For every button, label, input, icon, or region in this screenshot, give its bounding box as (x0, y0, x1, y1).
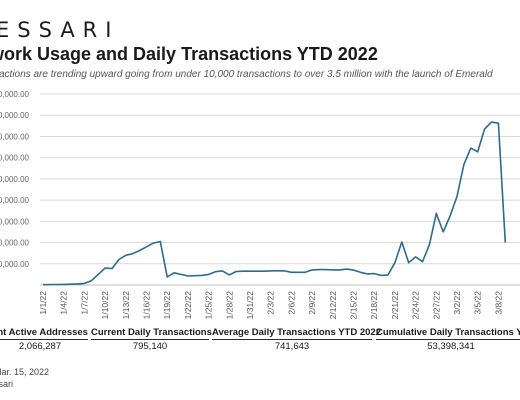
stat-label: Cumulative Daily Transactions YTD (376, 327, 520, 340)
chart-title: work Usage and Daily Transactions YTD 20… (0, 44, 378, 64)
gridlines (40, 93, 520, 265)
y-tick-label: 400,000.00 (0, 260, 30, 269)
stats-table: ent Active Addresses 2,066,287 Current D… (0, 327, 520, 352)
y-tick-label: 1,200,000.00 (0, 217, 30, 226)
x-tick-label: 1/28/22 (224, 291, 234, 320)
x-tick-label: 2/24/22 (411, 291, 421, 320)
stat-active-addresses: ent Active Addresses 2,066,287 (0, 327, 88, 352)
x-tick-label: 1/31/22 (245, 291, 255, 320)
x-tick-label: 3/2/22 (452, 291, 462, 315)
x-tick-label: 3/8/22 (493, 291, 503, 315)
stat-value: 53,398,341 (427, 341, 475, 352)
x-tick-label: 2/3/22 (266, 291, 276, 315)
x-tick-label: 2/12/22 (328, 291, 338, 320)
y-tick-label: 1,600,000.00 (0, 196, 30, 205)
line-chart: 400,000.00 800,000.00 1,200,000.00 1,600,00… (0, 90, 520, 320)
x-tick-label: 1/22/22 (183, 291, 193, 320)
y-tick-label: 3,200,000.00 (0, 111, 30, 120)
series-line (42, 121, 507, 286)
x-tick-label: 1/25/22 (204, 291, 214, 320)
x-axis-ticks: 1/1/22 1/4/22 1/7/22 1/10/22 1/13/22 1/16/22 1… (38, 291, 503, 320)
x-tick-label: 1/10/22 (100, 291, 110, 320)
x-tick-label: 2/15/22 (349, 291, 359, 320)
stat-value: 2,066,287 (18, 341, 62, 352)
x-tick-label: 2/27/22 (431, 291, 441, 320)
stat-label: Current Daily Transactions (91, 327, 212, 340)
y-tick-label: 2,800,000.00 (0, 132, 30, 141)
y-axis-ticks: 400,000.00 800,000.00 1,200,000.00 1,600,00… (0, 90, 30, 269)
messari-logo: ESSARI (0, 18, 120, 42)
x-tick-label: 2/21/22 (390, 291, 400, 320)
stat-label: Average Daily Transactions YTD 2022 (212, 327, 381, 340)
series-layer (42, 121, 507, 286)
y-tick-label: 2,000,000.00 (0, 175, 30, 184)
x-tick-label: 1/19/22 (162, 291, 172, 320)
y-tick-label: 3,600,000.00 (0, 90, 30, 99)
stat-cumulative-daily-transactions: Cumulative Daily Transactions YTD 53,398… (376, 327, 520, 352)
source-label: ssari (0, 379, 14, 389)
stat-current-daily-transactions: Current Daily Transactions 795,140 (91, 327, 212, 352)
stat-value: 741,643 (274, 341, 310, 352)
x-tick-label: 1/13/22 (121, 291, 131, 320)
x-tick-label: 1/1/22 (38, 291, 48, 315)
stat-value: 795,140 (132, 341, 168, 352)
x-tick-label: 2/18/22 (369, 291, 379, 320)
stat-average-daily-transactions: Average Daily Transactions YTD 2022 741,… (212, 327, 381, 352)
stat-label: ent Active Addresses (0, 327, 88, 340)
report-date: Mar. 15, 2022 (0, 367, 50, 377)
x-tick-label: 1/7/22 (79, 291, 89, 315)
y-tick-label: 2,400,000.00 (0, 154, 30, 163)
y-tick-label: 800,000.00 (0, 239, 30, 248)
x-tick-label: 2/6/22 (286, 291, 296, 315)
x-tick-label: 1/4/22 (59, 291, 69, 315)
x-tick-label: 1/16/22 (142, 291, 152, 320)
x-tick-label: 2/9/22 (307, 291, 317, 315)
chart-subtitle: sactions are trending upward going from … (0, 69, 493, 80)
x-tick-label: 3/5/22 (473, 291, 483, 315)
